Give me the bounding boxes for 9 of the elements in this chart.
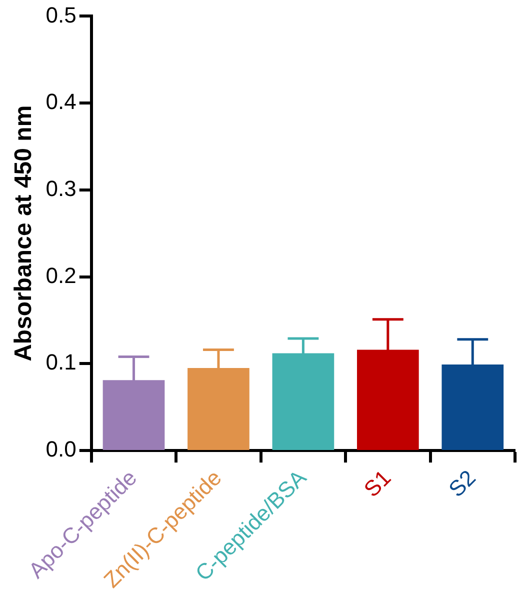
y-axis-title: Absorbance at 450 nm (10, 105, 38, 362)
x-tick-label: S2 (444, 465, 480, 502)
y-tick-label: 0.0 (46, 436, 76, 462)
x-tick-label: S1 (359, 465, 396, 502)
y-tick-label: 0.5 (46, 2, 76, 28)
y-tick-label: 0.2 (46, 262, 76, 288)
y-tick-label: 0.3 (46, 176, 76, 201)
y-tick-label: 0.4 (46, 89, 76, 114)
y-tick-label: 0.1 (46, 350, 76, 375)
